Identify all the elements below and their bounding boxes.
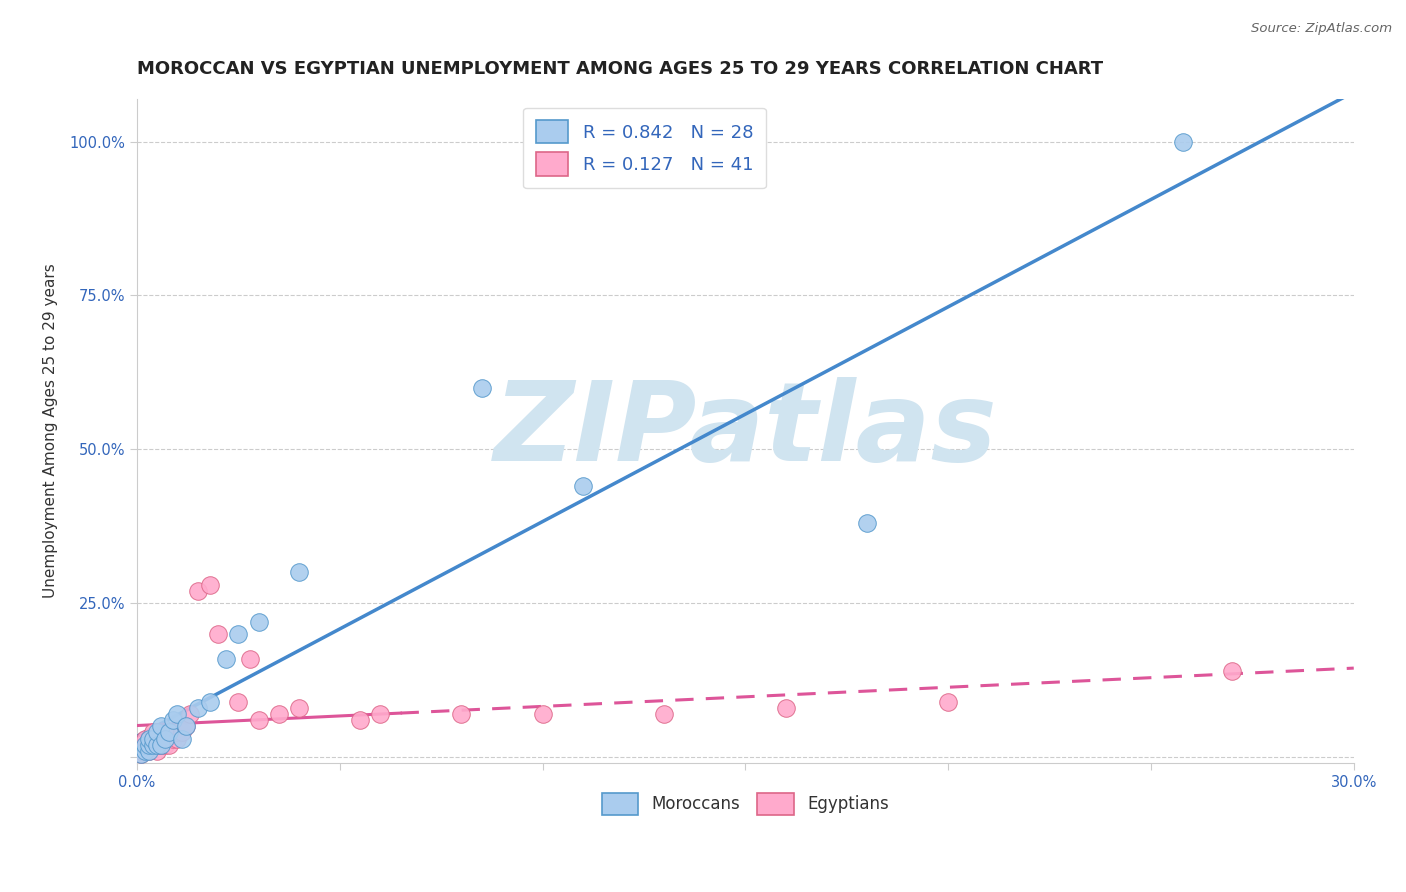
Point (1173, 135, 1195, 149)
Point (775, 700, 797, 714)
Point (146, 725, 169, 739)
Point (138, 744, 160, 758)
Point (450, 706, 472, 721)
Point (157, 738, 180, 752)
Point (138, 731, 160, 746)
Point (146, 731, 169, 746)
Point (138, 744, 160, 758)
Y-axis label: Unemployment Among Ages 25 to 29 years: Unemployment Among Ages 25 to 29 years (44, 263, 58, 599)
Point (1220, 664, 1243, 678)
Point (349, 713, 371, 727)
Point (146, 738, 169, 752)
Point (162, 713, 184, 727)
Point (150, 738, 173, 752)
Point (226, 695, 249, 709)
Point (150, 738, 173, 752)
Text: MOROCCAN VS EGYPTIAN UNEMPLOYMENT AMONG AGES 25 TO 29 YEARS CORRELATION CHART: MOROCCAN VS EGYPTIAN UNEMPLOYMENT AMONG … (136, 60, 1104, 78)
Point (170, 731, 193, 746)
Point (129, 747, 152, 761)
Point (174, 719, 197, 733)
Point (179, 706, 201, 721)
Point (215, 651, 238, 665)
Point (187, 583, 209, 598)
Point (138, 738, 160, 752)
Point (162, 731, 184, 746)
Point (856, 516, 879, 531)
Point (166, 725, 188, 739)
Point (368, 706, 391, 721)
Point (129, 744, 152, 758)
Point (155, 731, 177, 746)
Point (652, 706, 675, 721)
Point (142, 731, 165, 746)
Point (288, 700, 311, 714)
Point (198, 695, 221, 709)
Point (187, 700, 209, 714)
Point (134, 731, 156, 746)
Point (142, 738, 165, 752)
Point (142, 738, 165, 752)
Point (247, 713, 270, 727)
Point (166, 706, 188, 721)
Point (129, 747, 152, 761)
Point (146, 738, 169, 752)
Point (134, 738, 156, 752)
Point (170, 725, 193, 739)
Legend: Moroccans, Egyptians: Moroccans, Egyptians (595, 787, 896, 822)
Point (134, 744, 156, 758)
Point (134, 738, 156, 752)
Point (471, 381, 494, 395)
Point (239, 651, 262, 665)
Point (142, 725, 165, 739)
Point (150, 719, 173, 733)
Text: Source: ZipAtlas.com: Source: ZipAtlas.com (1251, 22, 1392, 36)
Point (267, 706, 290, 721)
Point (157, 725, 180, 739)
Point (138, 738, 160, 752)
Point (155, 738, 177, 752)
Point (936, 695, 959, 709)
Point (174, 719, 197, 733)
Point (226, 627, 249, 641)
Point (146, 744, 169, 758)
Point (198, 577, 221, 591)
Text: ZIPatlas: ZIPatlas (494, 377, 997, 484)
Point (134, 744, 156, 758)
Point (150, 731, 173, 746)
Point (157, 725, 180, 739)
Point (155, 731, 177, 746)
Point (247, 615, 270, 629)
Point (166, 731, 188, 746)
Point (288, 566, 311, 580)
Point (207, 627, 229, 641)
Point (138, 731, 160, 746)
Point (572, 479, 595, 493)
Point (531, 706, 554, 721)
